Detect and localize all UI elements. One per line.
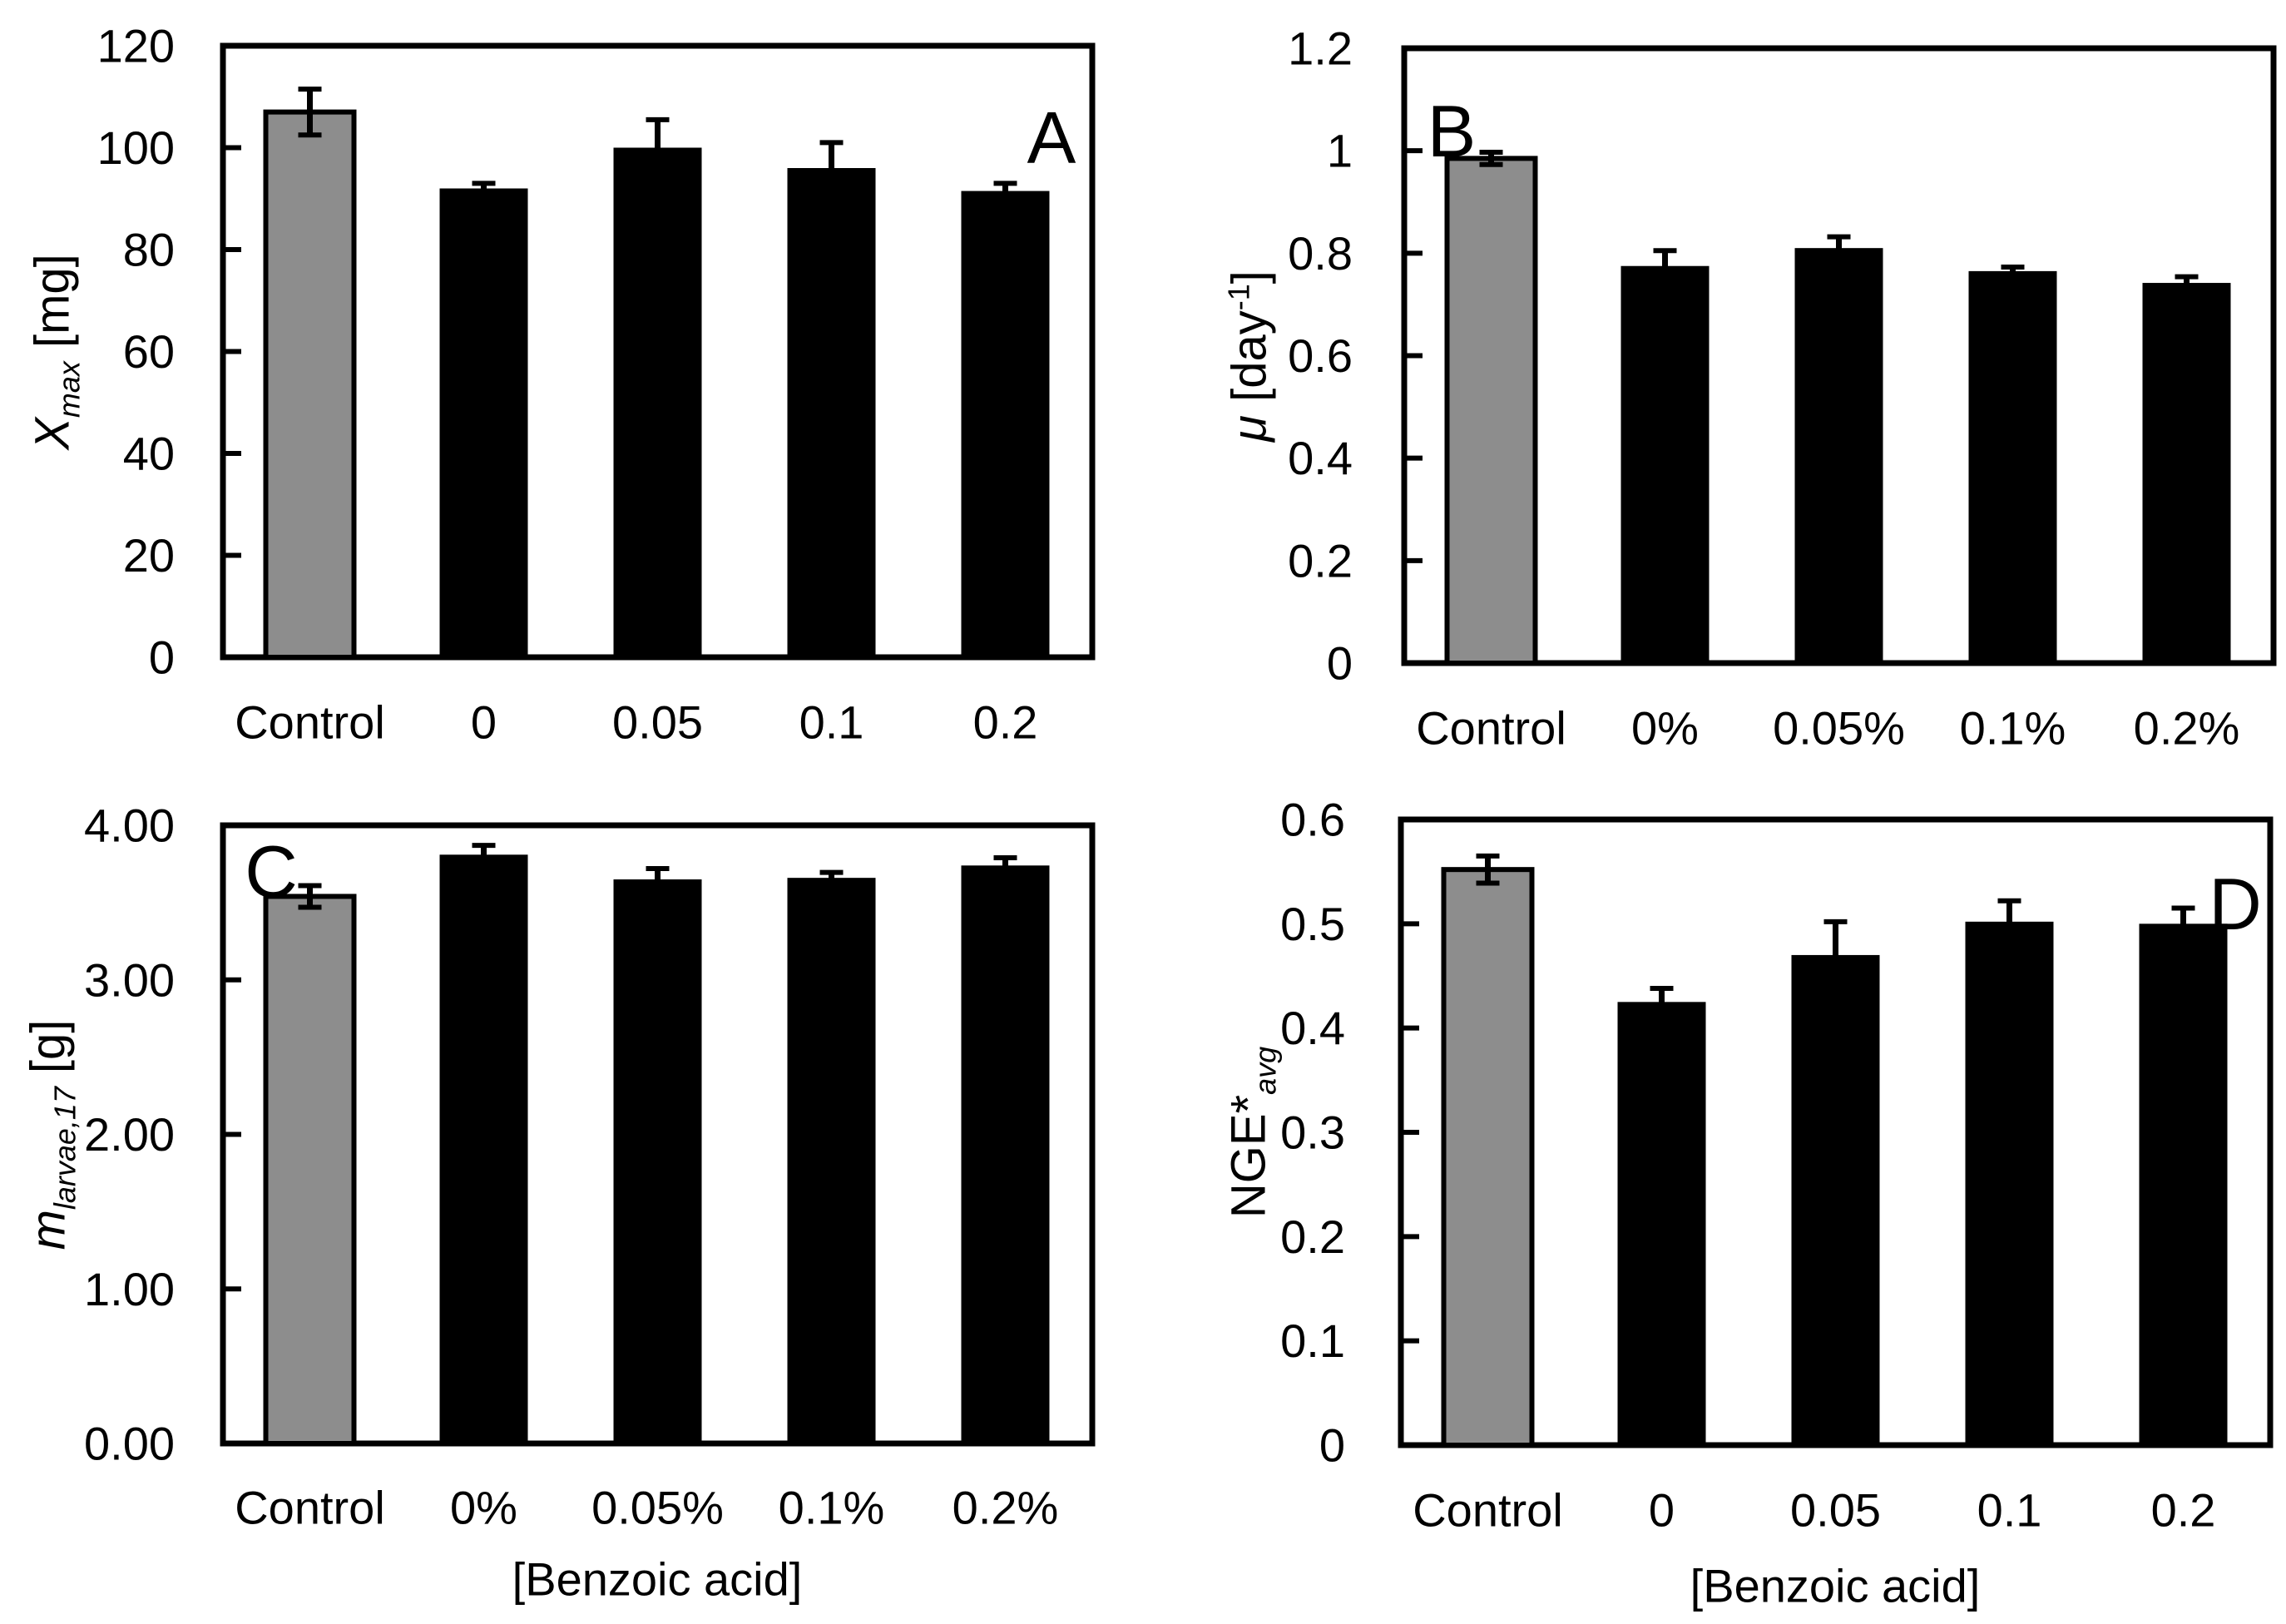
x-category-label: 0 [471,696,497,749]
y-tick-label: 2.00 [84,1108,175,1161]
x-category-label: 0.2 [973,696,1038,749]
bar-0.05% [1794,248,1883,663]
panel-a-letter: A [1027,97,1076,179]
x-category-label: Control [1416,702,1566,755]
x-category-label: 0.1% [779,1482,885,1534]
x-category-label: 0% [450,1482,517,1534]
x-category-label: Control [1413,1484,1563,1537]
y-tick-label: 0.2 [1280,1211,1345,1263]
x-category-label: 0.2 [2151,1484,2216,1537]
x-category-label: 0.1% [1960,702,2066,755]
y-tick-label: 0.6 [1288,329,1353,382]
y-tick-label: 120 [97,20,175,72]
y-tick-label: 80 [123,224,175,276]
x-category-label: 0% [1631,702,1699,755]
bar-0.05 [613,147,702,657]
panel-a: Xmax [mg] 0 20 40 60 80 100 120 Control 0 0.05 0.1… [0,0,1143,812]
bar-0% [439,854,528,1443]
panel-b-chart: 0 0.2 0.4 0.6 0.8 1 1.2 Control 0% 0.05% 0.1% 0.2% [1288,22,2277,755]
x-category-label: 0.05 [612,696,703,749]
x-category-label: 0.05 [1790,1484,1881,1537]
panel-c-letter: C [245,830,298,913]
y-tick-label: 4.00 [84,800,175,852]
y-tick-label: 1.2 [1288,22,1353,75]
x-category-label: Control [235,696,385,749]
panel-c-chart: 0.00 1.00 2.00 3.00 4.00 Control 0% 0.05% 0.1% 0.… [84,800,1096,1534]
y-tick-label: 0.5 [1280,898,1345,950]
panel-d-x-axis-title: [Benzoic acid] [1690,1559,1981,1612]
panel-b: μ [day-1] 0 0.2 0.4 0.6 0.8 1 1.2 Control 0% 0.05… [1143,0,2286,812]
x-category-label: 0.2% [952,1482,1059,1534]
x-category-label: 0.1 [1977,1484,2042,1537]
control-bar-Control [263,109,357,660]
x-category-label: Control [235,1482,385,1534]
bar-0.05% [613,879,702,1443]
y-tick-label: 0.2 [1288,534,1353,587]
x-category-label: 0.2% [2134,702,2240,755]
y-tick-label: 100 [97,121,175,174]
panel-d: NGE*avg 0 0.1 0.2 0.3 0.4 0.5 0.6 Control 0 0.05 0… [1143,794,2286,1624]
bar-0.2% [2142,283,2231,663]
bar-0 [1617,1002,1706,1445]
control-bar-Control [263,894,357,1446]
control-bar-Control [1441,867,1535,1448]
x-category-label: 0 [1649,1484,1675,1537]
y-tick-label: 0.6 [1280,794,1345,846]
bar-0.2 [2139,923,2228,1445]
y-tick-label: 0.3 [1280,1107,1345,1159]
panel-d-letter: D [2209,863,2262,945]
y-tick-label: 3.00 [84,953,175,1006]
y-tick-label: 0 [149,631,175,684]
bar-0.1% [1968,270,2057,663]
y-tick-label: 0 [1327,637,1353,690]
y-tick-label: 60 [123,325,175,378]
panel-a-chart: 0 20 40 60 80 100 120 Control 0 0.05 0.1 0.2 [97,20,1096,749]
y-tick-label: 0.1 [1280,1315,1345,1367]
panel-b-letter: B [1427,90,1477,172]
y-tick-label: 1 [1327,125,1353,177]
control-bar-Control [1444,156,1538,666]
bar-0.1% [787,878,876,1443]
y-tick-label: 1.00 [84,1263,175,1315]
bar-0.05 [1791,954,1880,1445]
y-tick-label: 0.4 [1288,432,1353,484]
bar-0.2% [961,865,1050,1443]
bar-0.1 [1965,921,2054,1445]
y-tick-label: 20 [123,529,175,582]
y-tick-label: 0.8 [1288,227,1353,280]
y-tick-label: 0.00 [84,1418,175,1470]
x-category-label: 0.1 [799,696,864,749]
panel-c-x-axis-title: [Benzoic acid] [512,1552,803,1606]
bar-0% [1620,265,1710,663]
panel-d-chart: 0 0.1 0.2 0.3 0.4 0.5 0.6 Control 0 0.05 0.1 0.2 [1280,794,2274,1537]
y-tick-label: 0 [1319,1419,1345,1472]
bar-0 [439,188,528,657]
y-tick-label: 0.4 [1280,1002,1345,1054]
y-tick-label: 40 [123,428,175,480]
x-category-label: 0.05% [591,1482,724,1534]
x-category-label: 0.05% [1773,702,1905,755]
bar-0.1 [787,168,876,657]
panel-c: mlarvae,17 [g] 0.00 1.00 2.00 3.00 4.00 Contr… [0,800,1143,1624]
bar-0.2 [961,191,1050,657]
